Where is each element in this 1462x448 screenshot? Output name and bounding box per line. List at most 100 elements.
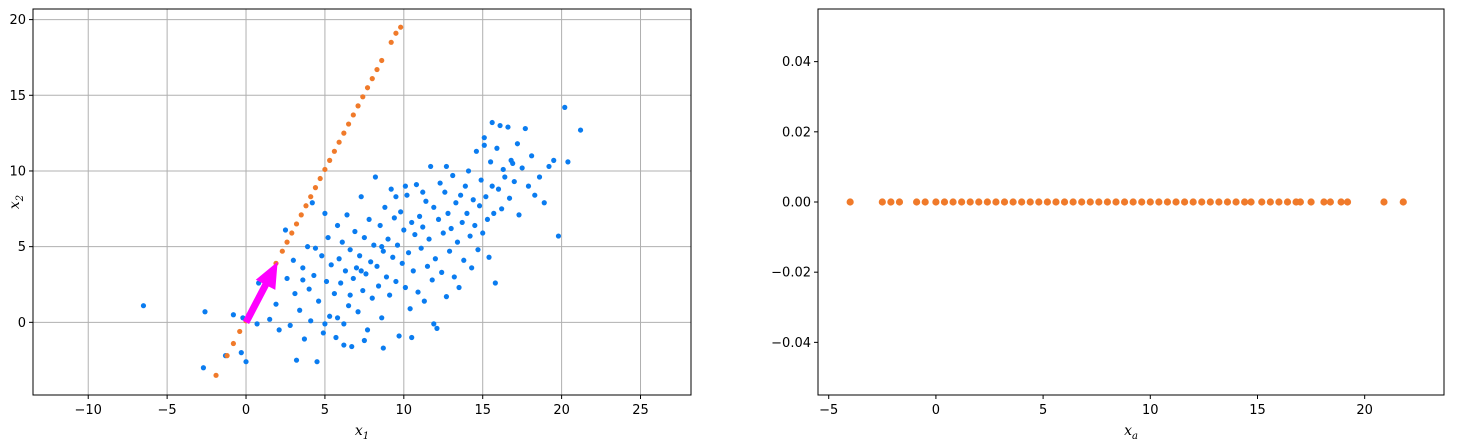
data-point [360,287,366,294]
data-point [551,157,557,163]
data-point [292,290,298,297]
data-point [424,263,431,269]
data-point [1026,198,1034,206]
data-point [200,365,207,371]
data-point [366,216,372,223]
data-point [446,248,453,254]
right-plot: −5 0 5 10 15 20 −0.04 −0.02 0.00 0.02 0.04 xa [771,8,1445,442]
data-point [499,206,505,212]
data-point [300,277,306,283]
data-point [878,198,886,206]
x-tick-label: −5 [158,403,177,418]
data-point [306,286,312,292]
data-point [1009,198,1017,206]
data-point [519,165,525,171]
data-point [379,315,385,321]
left-plot-projection-points [213,24,404,378]
data-point [418,245,424,251]
projection-point [369,76,375,82]
data-point [1206,198,1214,206]
data-point [420,189,426,195]
data-point [1043,198,1051,206]
data-point [1247,198,1255,206]
data-point [505,124,511,130]
data-point [443,294,450,300]
data-point [437,180,443,186]
data-point [380,345,386,351]
left-plot-grid [33,9,691,395]
data-point [243,359,249,365]
data-point [469,265,475,271]
data-point [380,248,386,254]
data-point [322,210,328,216]
data-point [404,192,410,198]
data-point [992,198,1000,206]
data-point [1326,198,1334,206]
data-point [1189,198,1197,206]
data-point [1275,198,1283,206]
data-point [284,275,290,282]
data-point [323,278,330,285]
data-point [510,160,516,166]
data-point [983,198,991,206]
data-point [364,327,371,333]
data-point [562,104,568,110]
data-point [492,280,498,286]
projection-point [284,239,290,245]
data-point [297,307,303,313]
projection-point [379,57,385,64]
data-point [464,210,470,216]
data-point [1155,198,1163,206]
data-point [412,231,418,238]
data-point [387,292,393,298]
y-tick-label: 0.02 [782,125,811,140]
projection-point [364,85,371,91]
data-point [484,216,491,223]
data-point [434,325,440,331]
x-tick-label: 25 [632,403,649,418]
data-point [1399,198,1407,206]
projection-point [230,340,236,347]
data-point [413,181,420,188]
data-point [1112,198,1120,206]
data-point [385,236,391,242]
data-point [949,198,957,206]
data-point [541,200,547,206]
data-point [402,284,408,291]
projection-point [393,30,399,36]
data-point [423,198,429,204]
data-point [470,197,476,203]
data-point [267,316,273,322]
data-point [358,268,364,274]
data-point [374,263,380,269]
data-point [461,257,467,263]
data-point [497,122,503,129]
data-point [341,321,347,327]
data-point [475,247,481,253]
data-point [325,234,331,241]
data-point [399,260,405,266]
data-point [409,334,415,341]
data-point [525,183,532,189]
data-point [287,322,293,328]
data-point [393,278,399,285]
data-point [375,283,382,289]
x-tick-label: 20 [1356,403,1373,418]
data-point [975,198,983,206]
data-point [301,336,308,342]
data-point [506,195,513,201]
y-tick-label: 10 [9,164,26,179]
data-point [958,198,966,206]
right-plot-xlabel: xa [1124,423,1138,442]
projection-point [279,248,285,254]
data-point [1223,198,1232,206]
data-point [445,210,451,216]
data-point [473,148,480,154]
data-point [290,257,296,263]
data-point [363,271,369,277]
data-point [467,233,473,239]
data-point [454,239,461,245]
data-point [529,153,535,159]
left-plot-points [140,104,584,371]
